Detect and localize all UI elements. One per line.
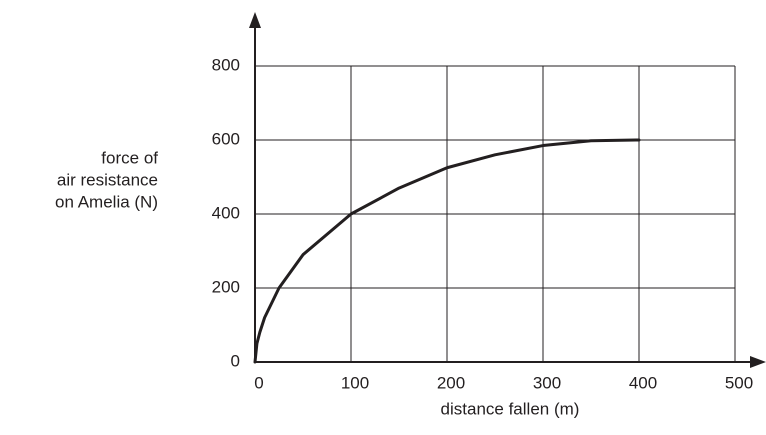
y-axis-label: air resistance <box>57 170 158 189</box>
x-tick-label: 200 <box>437 373 465 392</box>
x-tick-label: 0 <box>254 373 263 392</box>
x-axis-arrow <box>750 356 766 368</box>
y-tick-label: 600 <box>212 129 240 148</box>
y-tick-label: 800 <box>212 55 240 74</box>
x-tick-label: 400 <box>629 373 657 392</box>
x-tick-label: 500 <box>725 373 753 392</box>
data-line <box>253 138 641 364</box>
grid <box>254 65 736 363</box>
y-tick-label: 200 <box>212 277 240 296</box>
y-axis-arrow <box>249 12 261 28</box>
x-tick-label: 100 <box>341 373 369 392</box>
y-tick-label: 0 <box>231 351 240 370</box>
y-axis-label: on Amelia (N) <box>55 192 158 211</box>
x-axis-label: distance fallen (m) <box>441 399 580 418</box>
x-tick-label: 300 <box>533 373 561 392</box>
y-tick-label: 400 <box>212 203 240 222</box>
y-axis-label: force of <box>101 148 158 167</box>
